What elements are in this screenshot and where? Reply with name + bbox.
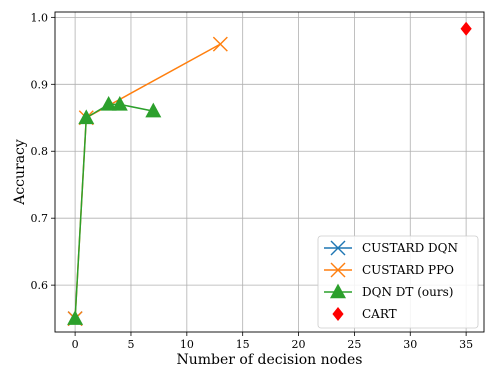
legend-marker [330, 262, 346, 278]
x-tick-label: 25 [347, 338, 361, 351]
ticks: 0 5 10 15 20 25 30 35 0.6 0.7 0.8 0.9 1.0 [31, 11, 474, 351]
series-2 [67, 36, 228, 327]
marker-stroke [330, 240, 346, 256]
x-axis-label: Number of decision nodes [177, 352, 363, 368]
legend-label: CART [362, 307, 397, 321]
data-point [212, 36, 228, 52]
y-tick-label: 0.6 [31, 279, 49, 292]
series-line [74, 43, 221, 319]
y-tick-label: 0.8 [31, 145, 49, 158]
data-point [100, 95, 117, 111]
y-tick-label: 1.0 [31, 11, 49, 24]
x-tick-label: 15 [236, 338, 250, 351]
data-point [67, 310, 84, 325]
y-tick-label: 0.9 [31, 78, 49, 91]
x-tick-label: 20 [292, 338, 306, 351]
data-point [78, 109, 95, 125]
marker-stroke [212, 36, 228, 52]
legend-item: CART [332, 307, 397, 321]
legend: CUSTARD DQN CUSTARD PPO DQN DT (ours) CART [317, 235, 479, 329]
series-layer [67, 21, 472, 327]
data-point [145, 102, 162, 118]
x-tick-label: 10 [180, 338, 194, 351]
legend-marker [330, 240, 346, 256]
legend-item: CUSTARD PPO [324, 262, 454, 278]
legend-item: DQN DT (ours) [324, 283, 453, 299]
plot-frame [54, 11, 485, 333]
legend-label: CUSTARD PPO [362, 263, 454, 277]
y-tick-label: 0.7 [31, 212, 49, 225]
data-point [111, 95, 128, 111]
x-tick-label: 30 [403, 338, 417, 351]
marker-stroke [330, 262, 346, 278]
legend-label: CUSTARD DQN [362, 241, 458, 255]
series-line [74, 103, 154, 319]
x-tick-label: 35 [459, 338, 473, 351]
grid [55, 12, 484, 332]
series-4 [460, 21, 472, 36]
legend-label: DQN DT (ours) [362, 285, 453, 299]
x-tick-label: 0 [72, 338, 79, 351]
legend-item: CUSTARD DQN [324, 240, 458, 256]
x-tick-label: 5 [127, 338, 134, 351]
data-point [460, 21, 472, 36]
series-3 [67, 95, 162, 325]
legend-marker [330, 283, 346, 299]
legend-box [317, 235, 479, 329]
y-axis-label: Accuracy [12, 139, 28, 206]
legend-marker [332, 307, 344, 321]
